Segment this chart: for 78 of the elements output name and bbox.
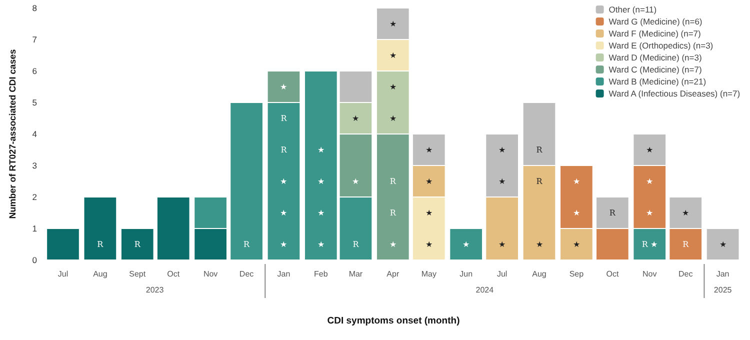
data-label: ★ bbox=[682, 208, 690, 218]
text: ★ ★ bbox=[425, 208, 432, 249]
x-tick-label: Jul bbox=[58, 270, 68, 278]
text: ★ ★ bbox=[572, 176, 580, 218]
bar bbox=[83, 196, 118, 260]
data-label: R bbox=[682, 240, 690, 249]
y-tick-label: 6 bbox=[32, 66, 38, 76]
text: R ★ bbox=[536, 176, 543, 249]
text: 2025 bbox=[714, 286, 732, 294]
y-tick-label: 0 bbox=[32, 255, 38, 265]
y-tick-label: 7 bbox=[32, 34, 38, 44]
text: R R ★ ★ ★ bbox=[280, 114, 288, 249]
x-tick-label: Dec bbox=[678, 270, 693, 278]
bar bbox=[120, 228, 154, 260]
bar bbox=[706, 228, 740, 260]
legend-label: Ward C (Medicine) (n=7) bbox=[608, 64, 702, 74]
legend-label: Ward A (Infectious Diseases) (n=7) bbox=[608, 88, 740, 98]
x-tick-label: Sep bbox=[569, 270, 584, 278]
legend-label: Ward B (Medicine) (n=21) bbox=[608, 76, 706, 86]
data-label: ★ bbox=[389, 50, 396, 60]
y-tick-label: 3 bbox=[32, 160, 38, 170]
data-label: ★ bbox=[498, 240, 506, 249]
data-label: R ★ bbox=[642, 240, 658, 249]
legend-label: Other (n=11) bbox=[608, 4, 657, 14]
x-tick-label: Dec bbox=[239, 270, 254, 278]
bar bbox=[46, 228, 80, 260]
bar bbox=[156, 196, 190, 260]
legend-label: Ward F (Medicine) (n=7) bbox=[608, 28, 702, 38]
data-label: R bbox=[97, 240, 104, 249]
data-label: ★ bbox=[352, 176, 360, 186]
x-tick-label: May bbox=[421, 270, 436, 278]
text: ★ ★ bbox=[389, 82, 396, 123]
legend-label: Ward D (Medicine) (n=3) bbox=[608, 52, 702, 62]
data-label: ★ bbox=[646, 145, 654, 154]
x-tick-label: Mar bbox=[348, 270, 363, 278]
data-label: ★ bbox=[280, 82, 288, 92]
text: ★ ★ bbox=[646, 176, 654, 218]
y-tick-label: 1 bbox=[32, 224, 38, 234]
x-tick-label: Aug bbox=[93, 270, 108, 278]
x-tick-label: Jun bbox=[460, 270, 473, 278]
data-label: ★ bbox=[389, 19, 396, 28]
data-label: R bbox=[536, 145, 544, 154]
data-label: ★ bbox=[719, 240, 726, 249]
x-tick-label: Nov bbox=[203, 270, 218, 278]
legend-label: Ward G (Medicine) (n=6) bbox=[608, 16, 702, 26]
data-label: ★ bbox=[462, 240, 470, 249]
y-tick-label: 8 bbox=[32, 3, 38, 13]
x-tick-label: Jan bbox=[277, 270, 290, 278]
x-tick-label: Nov bbox=[642, 270, 657, 278]
x-tick-label: Sept bbox=[129, 270, 146, 278]
x-tick-label: Feb bbox=[314, 270, 328, 278]
y-tick-label: 2 bbox=[32, 192, 38, 202]
x-tick-label: Oct bbox=[606, 270, 620, 278]
bar bbox=[449, 228, 483, 260]
text: ★ ★ ★ ★ bbox=[317, 145, 324, 249]
y-tick-label: 4 bbox=[32, 129, 38, 139]
text: 2023 bbox=[146, 286, 164, 294]
data-label: R bbox=[134, 240, 142, 249]
text: R R ★ bbox=[389, 176, 396, 249]
data-label: R bbox=[352, 240, 360, 249]
x-tick-label: Oct bbox=[167, 270, 180, 278]
x-axis-title: CDI symptoms onset (month) bbox=[327, 316, 460, 326]
x-tick-label: Jan bbox=[716, 270, 730, 278]
x-tick-label: Apr bbox=[386, 270, 400, 278]
legend-label: Ward E (Orthopedics) (n=3) bbox=[608, 40, 714, 50]
data-label: ★ bbox=[352, 114, 360, 123]
x-tick-label: Aug bbox=[532, 270, 546, 278]
data-label: ★ bbox=[425, 176, 432, 186]
data-label: R bbox=[609, 208, 616, 218]
data-label: ★ bbox=[572, 240, 580, 249]
text: 2024 bbox=[476, 286, 494, 294]
bar bbox=[230, 102, 264, 260]
data-label: R bbox=[244, 240, 251, 249]
y-axis-title: Number of RT027-associated CDI cases bbox=[8, 49, 18, 219]
text: ★ ★ bbox=[498, 145, 506, 186]
data-label: ★ bbox=[425, 145, 432, 154]
y-tick-label: 5 bbox=[32, 98, 38, 108]
x-tick-label: Jul bbox=[496, 270, 508, 278]
